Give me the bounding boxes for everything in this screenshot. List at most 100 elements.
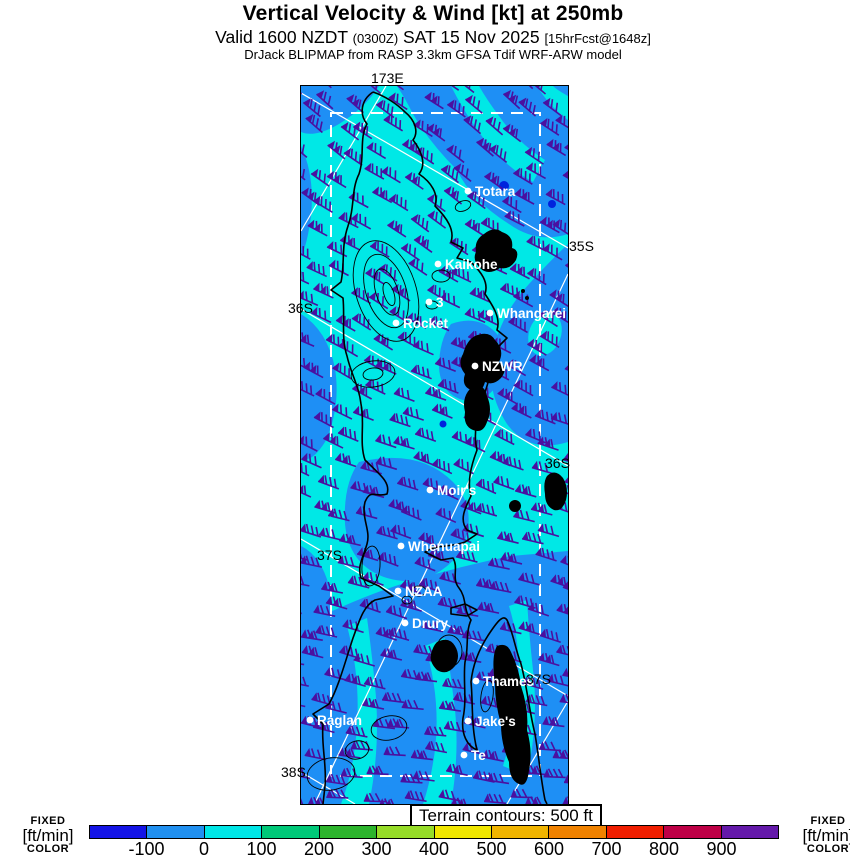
colorbar-segment: [261, 825, 320, 839]
wind-barb-icon: [301, 766, 311, 780]
wind-barb-icon: [431, 403, 453, 419]
colorbar-units-right: FIXED [ft/min] COLOR: [786, 816, 850, 855]
station-label: Raglan: [317, 713, 362, 728]
wind-barb-icon: [450, 528, 472, 544]
wind-barb-icon: [410, 364, 432, 380]
wind-barb-icon: [314, 499, 336, 514]
wind-barb-icon: [550, 411, 568, 427]
wind-barb-icon: [542, 243, 563, 261]
wind-barb-icon: [380, 647, 403, 661]
wind-barb-icon: [339, 645, 361, 660]
wind-barb-icon: [387, 627, 410, 642]
station-label: Te: [471, 748, 486, 763]
colorbar-tick-label: -100: [128, 839, 165, 859]
fixed-label: FIXED: [30, 815, 66, 827]
station-dot: [425, 298, 433, 306]
wind-barb-icon: [456, 86, 475, 94]
wind-barb-icon: [455, 549, 478, 563]
wind-barb-icon: [375, 456, 398, 471]
wind-barb-icon: [508, 316, 528, 334]
wind-barb-icon: [451, 430, 473, 447]
wind-barb-icon: [337, 555, 360, 569]
wind-barb-icon: [469, 287, 491, 303]
wind-barb-icon: [555, 114, 568, 132]
wind-barb-icon: [564, 362, 568, 379]
map-canvas[interactable]: Totara Kaikohe 3 Rocket Whangarei NZWR Moir's W…: [300, 85, 569, 805]
wind-barb-icon: [325, 595, 348, 610]
terrain-shading: [430, 229, 567, 785]
wind-barb-icon: [301, 435, 318, 452]
wind-barb-icon: [339, 533, 361, 547]
wind-barb-icon: [305, 114, 323, 134]
wind-barb-icon: [511, 402, 532, 419]
wind-barb-icon: [428, 315, 450, 332]
wind-barb-icon: [480, 217, 501, 234]
wind-barb-icon: [434, 356, 456, 372]
wind-barb-icon: [301, 629, 323, 642]
wind-barb-icon: [524, 146, 544, 165]
wind-barb-icon: [310, 168, 330, 187]
wind-barb-icon: [301, 694, 306, 708]
wind-barb-icon: [345, 725, 368, 738]
wind-barb-icon: [307, 219, 328, 237]
colorbar-segment: [490, 825, 550, 839]
station-label: Thames: [483, 674, 534, 689]
station-label: 3: [436, 295, 444, 310]
wind-barb-icon: [404, 171, 424, 190]
wind-barb-icon: [509, 262, 530, 280]
wind-barb-icon: [318, 527, 341, 541]
wind-barb-icon: [343, 147, 363, 166]
wind-barb-icon: [385, 86, 404, 91]
wind-barb-icon: [388, 92, 408, 111]
terrain-contour-loop: [454, 200, 472, 212]
wind-barb-icon: [413, 644, 436, 656]
wind-barb-icon: [369, 240, 390, 258]
station-label: Rocket: [403, 316, 449, 331]
terrain-contour-loop: [363, 253, 409, 329]
wind-barb-icon: [437, 378, 459, 394]
wind-barb-icon: [315, 387, 336, 405]
wind-barb-icon: [527, 338, 547, 356]
wind-barb-icon: [551, 381, 568, 398]
wind-barb-icon: [543, 768, 566, 779]
wind-barb-icon: [326, 170, 347, 189]
wind-barb-icon: [497, 387, 518, 405]
fixed-label: FIXED: [810, 815, 846, 827]
colorbar-segment: [548, 825, 607, 839]
wind-barb-icon: [472, 770, 495, 783]
wind-barb-icon: [313, 411, 334, 429]
wind-barb-icon: [337, 426, 359, 443]
wind-barb-icon: [393, 386, 415, 402]
wind-barb-icon: [488, 144, 508, 164]
wind-barb-icon: [375, 99, 395, 119]
colorbar-tick-label: 500: [476, 839, 507, 859]
wind-barb-icon: [402, 406, 424, 421]
units-label: [ft/min]: [802, 826, 850, 845]
wind-barb-icon: [484, 171, 503, 190]
wind-barb-icon: [413, 234, 433, 253]
wind-barb-icon: [475, 502, 498, 517]
wind-barb-icon: [445, 763, 468, 777]
wind-barb-icon: [360, 460, 382, 475]
wind-barb-icon: [514, 483, 537, 498]
wind-barb-icon: [339, 234, 361, 251]
terrain-contour-loop: [382, 282, 396, 306]
wind-barb-icon: [551, 306, 568, 325]
station-label: Drury: [412, 616, 449, 631]
station-dot: [426, 486, 434, 494]
wind-barbs: [301, 86, 568, 804]
wind-barb-icon: [518, 621, 540, 636]
wind-barb-icon: [475, 671, 498, 684]
wind-barb-icon: [390, 524, 412, 540]
wind-barb-icon: [514, 188, 535, 205]
colorbar-tick-label: 300: [361, 839, 392, 859]
wind-barb-icon: [347, 575, 370, 589]
wind-barb-icon: [365, 267, 385, 285]
wind-barb-icon: [442, 677, 465, 690]
wind-barb-icon: [301, 452, 322, 469]
wind-barb-icon: [301, 555, 323, 568]
colorbar-segment: [376, 825, 435, 839]
wind-barb-icon: [415, 671, 438, 683]
wind-barb-icon: [500, 551, 523, 565]
station-dot: [394, 587, 402, 595]
